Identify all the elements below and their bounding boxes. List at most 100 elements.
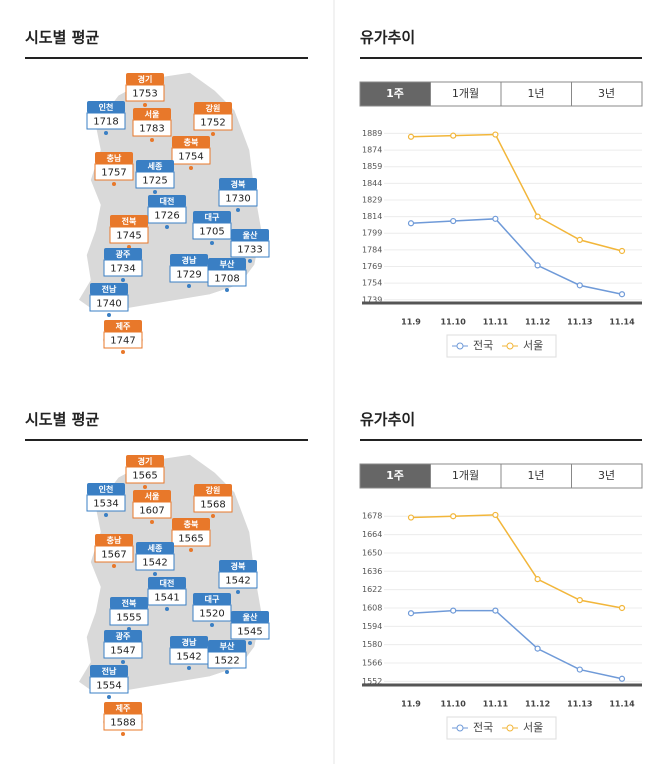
badge-body — [109, 608, 149, 626]
region-name: 전남 — [102, 666, 117, 676]
tab[interactable] — [571, 81, 643, 107]
tab-label[interactable]: 1년 — [527, 87, 544, 100]
region-value: 1520 — [199, 609, 224, 620]
point — [450, 607, 457, 614]
region-name: 부산 — [220, 641, 235, 651]
region-dot — [107, 313, 111, 317]
region-value: 1745 — [116, 231, 141, 242]
region-dot — [143, 485, 147, 489]
badge-head — [126, 73, 164, 85]
tab[interactable] — [571, 463, 643, 489]
legend-label: 전국 — [473, 721, 493, 734]
badge-head — [208, 640, 246, 652]
chart-title: 유가추이 — [360, 411, 415, 429]
region-dot — [165, 607, 169, 611]
region-name: 광주 — [116, 631, 131, 641]
badge-body — [103, 713, 143, 731]
y-tick-label: 1636 — [362, 567, 382, 576]
region-name: 충북 — [184, 519, 199, 529]
legend-marker — [506, 724, 514, 732]
region-value: 1565 — [178, 534, 203, 545]
badge-head — [133, 490, 171, 502]
region-value: 1726 — [154, 211, 179, 222]
region-value: 1708 — [214, 274, 239, 285]
tab-label[interactable]: 1년 — [527, 469, 544, 482]
region-dot — [211, 514, 215, 518]
legend-box — [446, 716, 557, 740]
badge-body — [86, 112, 126, 130]
region-name: 서울 — [145, 109, 160, 119]
badge-head — [126, 455, 164, 467]
region-value: 1567 — [101, 550, 126, 561]
region-dot — [187, 284, 191, 288]
x-tick-label: 11.12 — [525, 700, 550, 709]
point — [492, 215, 499, 222]
legend-box — [446, 334, 557, 358]
region-name: 경남 — [182, 255, 197, 265]
region-dot — [248, 259, 252, 263]
x-tick-label: 11.14 — [609, 700, 635, 709]
legend-label: 서울 — [523, 339, 543, 352]
series-line — [410, 609, 623, 680]
region-name: 세종 — [148, 161, 163, 171]
badge-head — [95, 534, 133, 546]
point — [534, 576, 541, 583]
badge-head — [87, 101, 125, 113]
region-dot — [189, 548, 193, 552]
region-value: 1725 — [142, 176, 167, 187]
region-name: 충북 — [184, 137, 199, 147]
badge-head — [170, 254, 208, 266]
y-tick-label: 1799 — [362, 229, 382, 238]
region-value: 1541 — [154, 593, 179, 604]
point — [576, 666, 583, 673]
map-title: 시도별 평균 — [25, 411, 99, 429]
region-dot — [112, 182, 116, 186]
tab-label[interactable]: 1주 — [386, 469, 404, 482]
point — [492, 607, 499, 614]
y-tick-label: 1769 — [362, 262, 382, 271]
region-name: 강원 — [206, 103, 221, 113]
region-name: 광주 — [116, 249, 131, 259]
tab-label[interactable]: 3년 — [598, 469, 615, 482]
y-tick-label: 1650 — [362, 548, 382, 557]
tab[interactable] — [359, 463, 431, 489]
badge-body — [103, 331, 143, 349]
point — [450, 513, 457, 520]
legend-marker — [456, 724, 464, 732]
tab[interactable] — [430, 463, 502, 489]
badge-body — [86, 494, 126, 512]
region-dot — [150, 520, 154, 524]
region-value: 1554 — [96, 681, 121, 692]
y-tick-label: 1739 — [362, 295, 382, 304]
y-tick-label: 1874 — [362, 146, 382, 155]
y-tick-label: 1580 — [362, 640, 382, 649]
y-tick-label: 1664 — [362, 530, 382, 539]
point — [534, 262, 541, 269]
legend-label: 서울 — [523, 721, 543, 734]
tab-label[interactable]: 3년 — [598, 87, 615, 100]
y-tick-label: 1678 — [362, 512, 382, 521]
point — [407, 133, 415, 140]
badge-body — [207, 269, 247, 287]
x-tick-label: 11.11 — [483, 318, 509, 327]
region-name: 인천 — [99, 102, 114, 112]
region-name: 경기 — [138, 74, 153, 84]
tab-label[interactable]: 1개월 — [452, 87, 479, 100]
region-value: 1752 — [200, 118, 225, 129]
y-tick-label: 1608 — [362, 603, 382, 612]
region-name: 경기 — [138, 456, 153, 466]
badge-head — [193, 211, 231, 223]
region-value: 1729 — [176, 270, 201, 281]
tab-label[interactable]: 1주 — [386, 87, 404, 100]
region-value: 1740 — [96, 299, 121, 310]
badge-head — [194, 484, 232, 496]
region-value: 1730 — [225, 194, 250, 205]
region-value: 1547 — [110, 646, 135, 657]
region-dot — [121, 660, 125, 664]
point — [407, 610, 415, 617]
region-dot — [153, 572, 157, 576]
region-value: 1542 — [176, 652, 201, 663]
badge-body — [218, 189, 258, 207]
region-dot — [210, 623, 214, 627]
tab-label[interactable]: 1개월 — [452, 469, 479, 482]
